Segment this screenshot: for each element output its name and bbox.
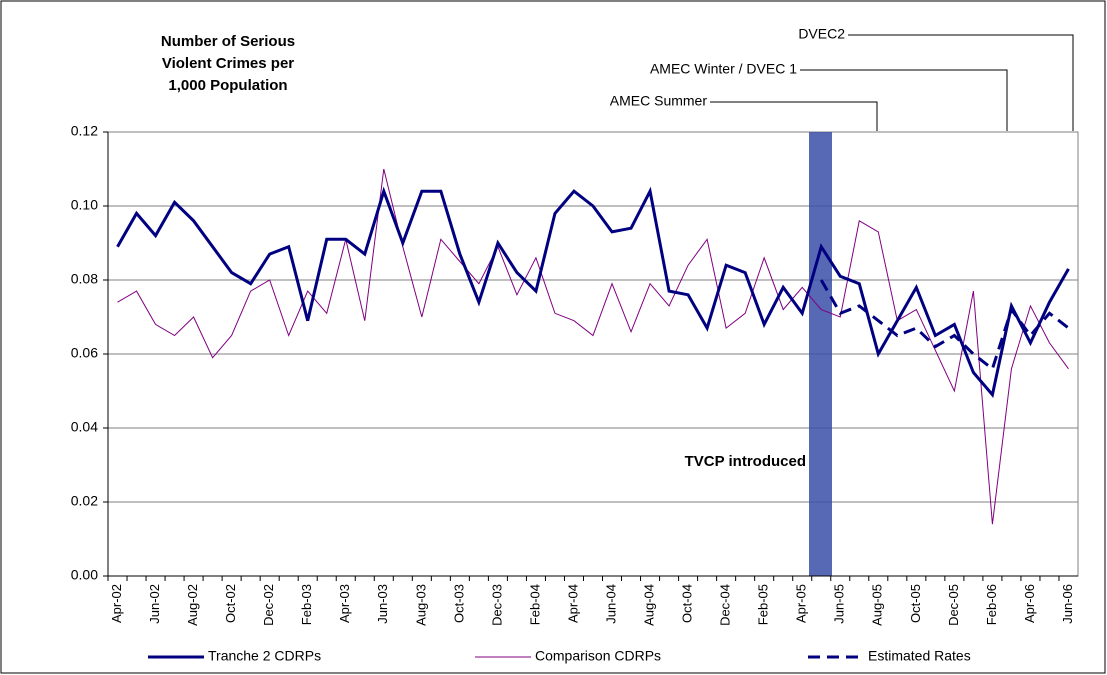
leader-line — [800, 69, 1008, 131]
x-tick-label: Feb-06 — [984, 584, 999, 625]
x-tick-label: Jun-04 — [603, 584, 618, 624]
x-tick-label: Dec-02 — [261, 584, 276, 626]
x-tick-label: Apr-05 — [794, 584, 809, 623]
y-tick-label: 0.00 — [71, 567, 98, 583]
y-tick-label: 0.08 — [71, 271, 98, 287]
x-tick-label: Jun-06 — [1060, 584, 1075, 624]
y-tick-label: 0.10 — [71, 197, 98, 213]
legend-label: Tranche 2 CDRPs — [208, 648, 321, 664]
x-tick-label: Jun-03 — [375, 584, 390, 624]
x-tick-label: Apr-06 — [1022, 584, 1037, 623]
x-tick-label: Oct-02 — [223, 584, 238, 623]
x-tick-label: Dec-04 — [718, 584, 733, 626]
series-line — [116, 186, 1070, 398]
x-tick-label: Dec-05 — [946, 584, 961, 626]
series-line — [117, 168, 1069, 525]
chart-title: Number of Serious — [161, 33, 295, 50]
y-tick-label: 0.06 — [71, 345, 98, 361]
x-tick-label: Feb-05 — [756, 584, 771, 625]
annotation: AMEC Winter / DVEC 1 — [650, 61, 797, 77]
x-tick-label: Oct-04 — [680, 584, 695, 623]
tvcp-band — [809, 132, 832, 576]
leader-line — [710, 101, 878, 131]
x-tick-label: Aug-04 — [641, 584, 656, 626]
y-tick-label: 0.04 — [71, 419, 98, 435]
legend-label: Comparison CDRPs — [535, 648, 661, 664]
y-tick-label: 0.12 — [71, 123, 98, 139]
series-line — [819, 279, 1070, 372]
x-tick-label: Aug-05 — [870, 584, 885, 626]
x-tick-label: Aug-02 — [185, 584, 200, 626]
chart-title: Violent Crimes per — [162, 55, 294, 72]
x-tick-label: Jun-02 — [147, 584, 162, 624]
chart-title: 1,000 Population — [168, 77, 287, 94]
x-tick-label: Aug-03 — [413, 584, 428, 626]
x-tick-label: Apr-04 — [565, 584, 580, 623]
x-tick-label: Jun-05 — [832, 584, 847, 624]
x-tick-label: Feb-03 — [299, 584, 314, 625]
y-tick-label: 0.02 — [71, 493, 98, 509]
x-tick-label: Oct-03 — [451, 584, 466, 623]
x-tick-label: Feb-04 — [527, 584, 542, 625]
x-tick-label: Dec-03 — [489, 584, 504, 626]
annotation: TVCP introduced — [685, 453, 806, 470]
leader-line — [848, 34, 1074, 131]
annotation: AMEC Summer — [610, 93, 708, 109]
x-tick-label: Apr-03 — [337, 584, 352, 623]
legend-label: Estimated Rates — [868, 648, 971, 664]
x-tick-label: Oct-05 — [908, 584, 923, 623]
x-tick-label: Apr-02 — [109, 584, 124, 623]
annotation: DVEC2 — [798, 26, 845, 42]
